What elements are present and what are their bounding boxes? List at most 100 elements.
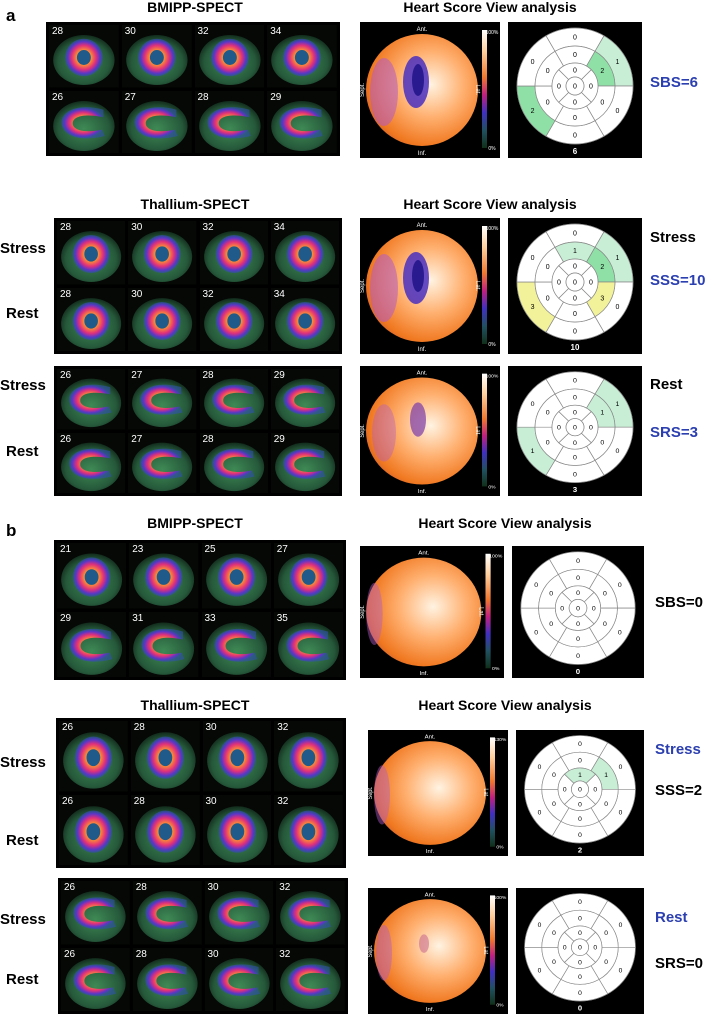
bullseye-chart: 0 1 0 0 1 0 0 1 0 0 0 0 0 0 0 0 0 3 [508,366,642,496]
slice-number: 26 [60,370,72,381]
slice-number: 30 [207,948,219,960]
slice-image [121,90,192,153]
segment-score: 0 [538,809,542,816]
slice-number: 28 [135,882,147,893]
segment-score: 0 [578,832,582,839]
segment-score: 2 [600,68,604,75]
score-text: SRS=3 [650,424,698,441]
polar-lat-label: Lat. [482,788,488,798]
segment-score: 0 [573,84,577,91]
heart-score-heading: Heart Score View analysis [403,196,577,212]
heart-score-heading: Heart Score View analysis [418,515,592,531]
segment-score: 0 [573,472,577,479]
slice-number: 26 [64,882,76,893]
scan-panel: 28 30 32 34 26 27 28 29 [46,22,340,156]
slice-image [274,721,343,792]
slice-tile: 30 [204,947,274,1011]
segment-score: 0 [578,787,582,794]
segment-score: 0 [578,802,582,809]
segment-score: 3 [600,295,604,302]
segment-score: 0 [618,582,622,589]
slice-tile: 28 [132,947,202,1011]
segment-score: 0 [531,255,535,262]
segment-score: 0 [619,967,623,974]
slice-number: 34 [273,288,285,300]
scan-panel: 26 27 28 29 26 27 28 29 [54,366,342,496]
segment-score: 0 [573,280,577,287]
score-text: SSS=10 [650,272,706,289]
segment-score: 0 [573,231,577,238]
segment-score: 0 [578,816,582,823]
segment-score: 1 [615,255,619,262]
slice-tile: 28 [130,794,200,865]
slice-image [128,432,197,493]
polar-top-pct: 100% [486,374,499,380]
bullseye-segment [565,76,585,96]
slice-image [270,432,339,493]
polar-sept-label: Sept. [368,786,374,799]
bullseye-chart: 0 1 0 0 2 0 0 2 0 0 0 0 0 0 0 0 0 6 [508,22,642,158]
slice-tile: 27 [128,369,197,430]
polar-bottom-pct: 0% [496,1003,504,1009]
slice-number: 28 [133,795,145,807]
slice-number: 30 [207,882,219,893]
segment-score: 1 [578,772,582,779]
slice-image [204,881,274,945]
polar-lat-label: Lat. [477,607,483,617]
slice-image [57,221,126,285]
segment-score: 0 [615,108,619,115]
segment-score: 0 [578,899,582,906]
slice-image [199,432,268,493]
slice-tile: 26 [61,881,130,945]
segment-score: 0 [549,621,553,628]
score-text: SBS=0 [655,594,703,611]
slice-number: 32 [279,882,291,893]
slice-number: 29 [273,433,285,445]
slice-image [201,543,271,609]
slice-image [273,611,343,677]
slice-image [130,794,200,865]
slice-number: 32 [279,948,291,960]
bullseye-segment [568,599,588,618]
bullseye-segment [565,418,585,437]
segment-score: 0 [573,329,577,336]
polar-inf-label: Inf. [418,347,427,353]
segment-score: 0 [618,629,622,636]
slice-number: 29 [273,370,285,381]
segment-score: 0 [576,621,580,628]
polar-map-svg: Ant. Inf. Sept. Lat. 100% 0% [360,27,499,157]
slice-image [128,221,197,285]
slice-image [57,369,126,430]
polar-ant-label: Ant. [417,371,428,377]
slice-number: 32 [277,795,289,807]
slice-image [270,287,339,351]
bullseye-chart: 0 1 0 0 3 0 1 2 3 0 0 0 0 0 0 0 0 10 [508,218,642,354]
polar-map: Ant. Inf. Sept. Lat. 100% 0% [360,366,500,496]
segment-score: 0 [589,84,593,91]
segment-score: 0 [603,590,607,597]
polar-lat-label: Lat. [474,281,480,291]
slice-tile: 34 [270,287,339,351]
segment-score: 0 [578,930,582,937]
score-text: Stress [655,741,701,758]
segment-score: 0 [604,959,608,966]
segment-score: 0 [604,801,608,808]
slice-number: 33 [204,612,216,624]
slice-number: 27 [276,544,288,555]
segment-score: 0 [573,100,577,107]
slice-image [49,25,119,88]
segment-score: 0 [578,974,582,981]
segment-score: 0 [619,922,623,929]
heart-score-heading: Heart Score View analysis [418,697,592,713]
segment-score: 1 [573,248,577,255]
segment-score: 0 [546,99,550,106]
polar-ant-label: Ant. [418,551,429,557]
slice-image [267,25,337,88]
bmipp-heading: BMIPP-SPECT [147,0,243,15]
slice-number: 34 [273,222,285,233]
polar-top-pct: 100% [486,30,499,36]
bullseye-segment [565,272,585,292]
polar-map: Ant. Inf. Sept. Lat. 130% 0% [368,730,508,856]
